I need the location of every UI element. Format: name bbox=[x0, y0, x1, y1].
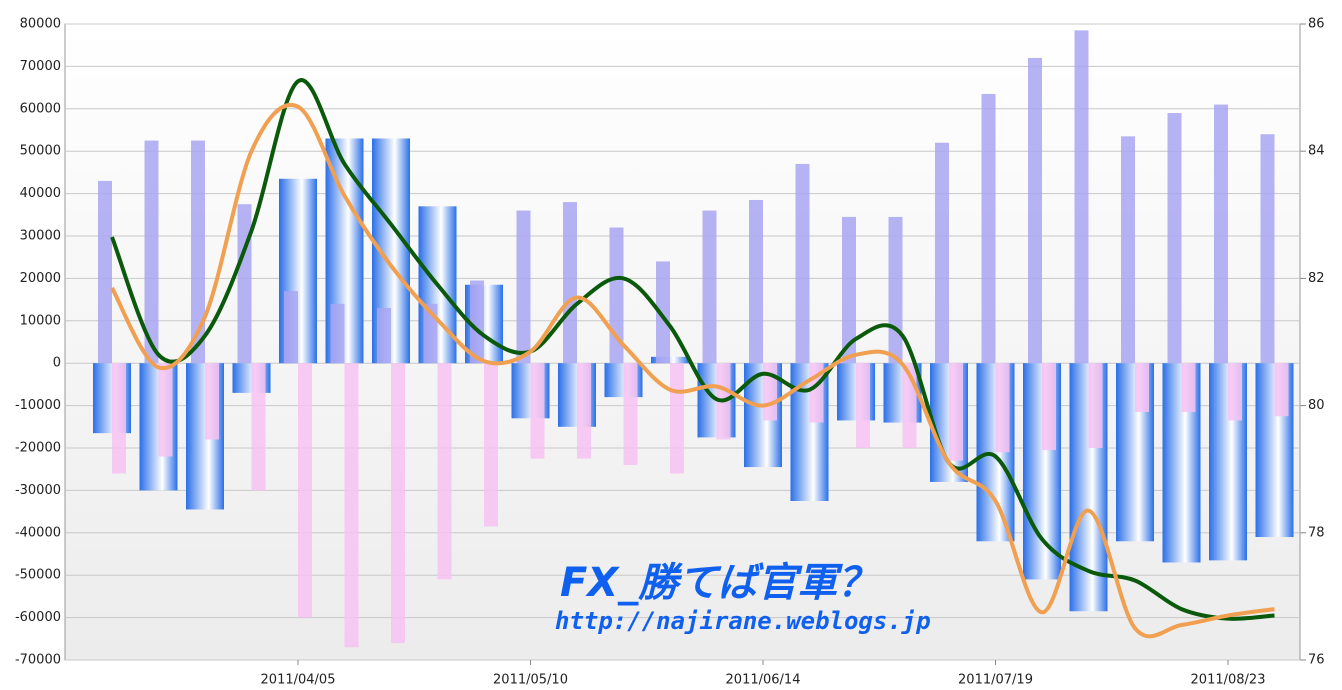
bar bbox=[484, 363, 498, 527]
y2-tick-label: 86 bbox=[1308, 17, 1325, 32]
y-tick-label: 0 bbox=[53, 356, 61, 371]
x-tick-label: 2011/04/05 bbox=[261, 673, 336, 687]
bar bbox=[437, 363, 452, 580]
bar bbox=[1181, 363, 1196, 412]
bar bbox=[1121, 136, 1135, 364]
bar bbox=[656, 261, 670, 364]
bar bbox=[1228, 363, 1242, 421]
bar bbox=[949, 363, 963, 461]
y-tick-label: -40000 bbox=[15, 525, 61, 540]
y-tick-label: -60000 bbox=[15, 610, 61, 625]
bar bbox=[981, 93, 996, 364]
y-tick-label: -10000 bbox=[15, 398, 61, 413]
bar bbox=[749, 199, 763, 364]
bar bbox=[935, 142, 949, 364]
bar bbox=[702, 210, 717, 364]
bar bbox=[1135, 363, 1149, 412]
bar bbox=[284, 291, 298, 364]
y2-tick-label: 78 bbox=[1308, 525, 1325, 540]
y-tick-label: -70000 bbox=[15, 653, 61, 668]
bar bbox=[563, 202, 577, 364]
y-tick-label: 50000 bbox=[20, 144, 61, 159]
bar bbox=[795, 163, 810, 364]
line bbox=[110, 78, 1275, 621]
watermark-url: http://najirane.weblogs.jp bbox=[555, 607, 931, 635]
bar bbox=[251, 363, 266, 491]
bar bbox=[1088, 363, 1103, 448]
bar bbox=[1260, 134, 1275, 364]
x-tick-label: 2011/06/14 bbox=[726, 673, 801, 687]
bar bbox=[298, 363, 312, 618]
bar bbox=[1214, 104, 1228, 364]
y-tick-label: 20000 bbox=[20, 271, 61, 286]
bar bbox=[391, 363, 405, 644]
bar bbox=[377, 308, 391, 364]
bar bbox=[144, 140, 159, 364]
y-tick-label: 30000 bbox=[20, 229, 61, 244]
x-tick-label: 2011/07/19 bbox=[958, 673, 1033, 687]
y-tick-label: -20000 bbox=[15, 441, 61, 456]
y-tick-label: 40000 bbox=[20, 186, 61, 201]
bar bbox=[98, 180, 112, 364]
y-tick-label: 70000 bbox=[20, 59, 61, 74]
bar bbox=[888, 216, 903, 364]
y2-tick-label: 84 bbox=[1308, 144, 1325, 159]
y2-tick-label: 80 bbox=[1308, 398, 1325, 413]
bar bbox=[112, 363, 126, 474]
bar bbox=[1167, 113, 1182, 364]
bar bbox=[670, 363, 684, 474]
y2-tick-label: 82 bbox=[1308, 271, 1325, 286]
x-tick-label: 2011/08/23 bbox=[1191, 673, 1266, 687]
y-tick-label: -30000 bbox=[15, 483, 61, 498]
bar bbox=[344, 363, 359, 648]
x-tick-label: 2011/05/10 bbox=[493, 673, 568, 687]
bar bbox=[1274, 363, 1289, 417]
y-tick-label: 60000 bbox=[20, 101, 61, 116]
y-tick-label: 10000 bbox=[20, 313, 61, 328]
watermark-title: FX_勝てば官軍？ bbox=[560, 560, 877, 606]
bar bbox=[842, 216, 856, 364]
y2-tick-label: 76 bbox=[1308, 653, 1325, 668]
bar bbox=[237, 204, 252, 364]
bar bbox=[530, 363, 545, 459]
bar bbox=[191, 140, 205, 364]
bar bbox=[516, 210, 531, 364]
bar bbox=[158, 363, 173, 457]
bar bbox=[330, 303, 345, 364]
bar bbox=[623, 363, 638, 465]
bar bbox=[1042, 363, 1056, 451]
bar bbox=[856, 363, 870, 448]
bar bbox=[205, 363, 219, 440]
bar bbox=[470, 280, 484, 364]
bar bbox=[1074, 30, 1089, 364]
bar bbox=[577, 363, 591, 459]
bar bbox=[1028, 57, 1042, 364]
line bbox=[110, 103, 1275, 639]
bar bbox=[995, 363, 1010, 453]
y-tick-label: 80000 bbox=[20, 17, 61, 32]
y-tick-label: -50000 bbox=[15, 568, 61, 583]
